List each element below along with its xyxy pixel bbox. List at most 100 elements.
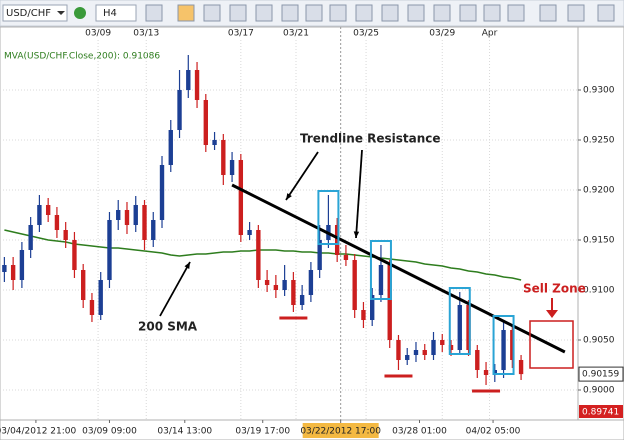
arrow-head [546,310,558,318]
arrow-head [184,262,190,269]
x2-tick-label: 03/13 [133,29,159,39]
candle-body [168,130,173,165]
candle-body [370,295,375,320]
candle-body [264,280,270,285]
candle-body [396,340,401,360]
rejection-box [369,240,392,300]
candle-body [308,270,314,295]
candle-body [124,210,130,225]
y-tick-label: 0.9250 [583,136,615,146]
candle-body [457,305,462,350]
candle-body [177,90,182,130]
last-price: 0.90159 [582,370,619,380]
candle-body [98,280,103,315]
candle-body [448,345,454,350]
annotation: Trendline Resistance [300,132,441,146]
candle-body [256,230,261,280]
y-tick-label: 0.9200 [583,186,615,196]
candle-body [133,205,138,225]
x-tick-highlight [302,423,379,438]
timeframe: H4 [103,8,117,19]
y-tick-label: 0.9300 [583,86,615,96]
candle-body [405,355,410,360]
candle-body [212,140,217,145]
x2-tick-label: 03/25 [353,29,379,39]
symbol: USD/CHF [6,8,51,19]
min-price-badge [579,405,623,418]
candle-body [510,330,515,360]
candle-body [352,260,357,310]
x-tick-label: 03/28 01:00 [392,427,447,437]
candle-body [483,370,489,375]
arrow-head [286,193,292,200]
candle-body [116,210,121,220]
indicator-label: MVA(USD/CHF.Close,200): 0.91086 [4,52,160,62]
candle-body [238,160,244,235]
toolbar-icons[interactable] [145,4,615,22]
dropdown-arrow [57,11,65,15]
candle-body [229,160,235,175]
y-tick-label: 0.9000 [583,386,615,396]
candle-body [475,350,480,370]
candle-body [151,220,156,240]
candle-body [343,255,349,260]
annotation: Sell Zone [523,282,586,296]
candle-body [378,265,384,295]
candle-body [54,215,60,230]
candle-body [2,265,7,272]
arrow [355,149,363,239]
plot-area [0,26,579,421]
status-icon[interactable] [74,7,86,19]
candle-body [159,165,165,220]
x-tick-label: 03/04/2012 21:00 [0,427,77,437]
trendline [231,183,566,354]
candle-body [422,350,427,355]
candle-body [81,270,86,300]
candle-body [19,250,25,280]
x-tick-label: 03/14 13:00 [157,427,212,437]
x2-tick-label: 03/09 [85,29,111,39]
x2-tick-label: 03/21 [283,29,309,39]
candle-body [501,330,506,370]
symbol-select[interactable] [2,4,68,22]
x-tick-label: 04/02 05:00 [466,427,521,437]
candle-body [28,225,33,250]
candle-body [203,100,208,145]
x2-tick-label: 03/29 [429,29,455,39]
arrow [285,151,319,201]
candle-body [431,340,436,355]
candle-body [317,240,322,270]
candle-body [466,305,471,350]
arrow-head [353,231,360,238]
candle-body [72,240,77,270]
candle-body [194,70,200,100]
candle-body [186,70,191,90]
y-tick-label: 0.9100 [583,286,615,296]
candle-body [282,280,287,290]
last-price-badge [578,366,624,382]
x-tick-label: 03/22/2012 17:00 [300,427,381,437]
arrow [159,261,191,317]
candle-body [492,370,497,375]
candle-body [63,230,68,240]
candle-body [89,300,95,315]
rejection-box [448,287,471,355]
candle-body [334,225,340,255]
rejection-box [317,190,340,245]
candle-body [387,265,392,340]
candle-body [45,205,51,215]
sma-line [4,229,522,281]
candle-body [107,220,112,280]
candle-body [440,340,445,345]
candle-body [518,360,524,375]
annotation: 200 SMA [138,320,198,334]
candle-body [37,205,42,225]
x2-tick-label: Apr [482,29,498,39]
candle-body [413,350,419,355]
timeframe-select[interactable] [95,4,137,22]
candle-body [142,205,147,240]
candle-body [291,280,296,305]
y-tick-label: 0.9150 [583,236,615,246]
